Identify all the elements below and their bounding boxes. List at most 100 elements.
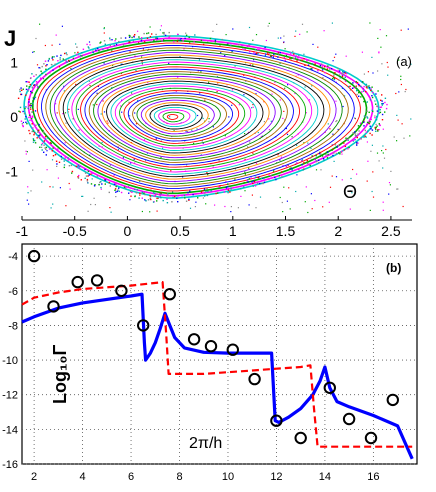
chaotic-point <box>234 168 237 170</box>
chaotic-point <box>170 170 172 172</box>
panel-a-x-tick-label: -0.5 <box>63 223 87 239</box>
chaotic-point <box>113 174 115 176</box>
chaotic-point <box>99 79 101 81</box>
boundary-point <box>31 111 33 113</box>
chaotic-point <box>297 74 299 76</box>
chaotic-point <box>27 186 29 188</box>
boundary-point <box>39 74 41 77</box>
boundary-point <box>30 105 32 107</box>
boundary-point <box>377 130 379 132</box>
boundary-point <box>254 53 257 55</box>
chaotic-point <box>381 63 383 65</box>
chaotic-point <box>310 147 312 149</box>
boundary-point <box>166 202 169 204</box>
chaotic-point <box>296 174 298 176</box>
orbit-curve <box>127 92 234 142</box>
boundary-point <box>284 59 286 61</box>
boundary-point <box>118 40 120 43</box>
boundary-point <box>141 191 143 193</box>
chaotic-point <box>244 173 246 175</box>
chaotic-point <box>202 142 204 144</box>
orbit-curve <box>162 111 185 123</box>
chaotic-point <box>277 154 279 156</box>
boundary-point <box>104 179 106 181</box>
boundary-point <box>109 44 111 47</box>
chaotic-point <box>283 35 285 37</box>
chaotic-point <box>285 54 288 56</box>
chaotic-point <box>107 48 109 50</box>
panel-b-ylabel: Log₁₀Γ <box>50 344 70 404</box>
boundary-point <box>143 192 145 194</box>
data-point-circle <box>364 431 378 445</box>
chaotic-point <box>202 197 204 199</box>
panel-b-rate-vs-inverse-h: 2 4 6 8 10 12 14 16 -4 -6 -8 -10 -12 -14 -16 Log₁₀Γ 2π… <box>2 243 418 483</box>
chaotic-point <box>400 83 402 86</box>
chaotic-point <box>206 172 208 174</box>
chaotic-point <box>185 32 187 34</box>
boundary-point <box>378 123 380 125</box>
boundary-point <box>189 190 191 192</box>
boundary-point <box>204 195 206 197</box>
boundary-point <box>44 60 47 62</box>
boundary-point <box>249 50 251 53</box>
boundary-point <box>187 192 189 194</box>
boundary-point <box>46 64 48 66</box>
boundary-point <box>99 42 101 44</box>
boundary-point <box>369 121 371 123</box>
boundary-point <box>146 32 148 35</box>
boundary-point <box>297 56 300 58</box>
boundary-point <box>331 149 333 151</box>
boundary-point <box>77 164 80 166</box>
chaotic-point <box>135 123 138 125</box>
boundary-point <box>143 32 145 35</box>
chaotic-point <box>69 188 71 190</box>
chaotic-point <box>349 89 351 91</box>
chaotic-point <box>81 195 83 197</box>
chaotic-point <box>137 99 139 101</box>
boundary-point <box>264 55 266 57</box>
boundary-point <box>75 165 78 168</box>
boundary-point <box>253 180 255 182</box>
boundary-point <box>92 51 94 53</box>
chaotic-point <box>303 142 305 144</box>
chaotic-point <box>315 169 318 171</box>
boundary-point <box>321 63 323 65</box>
boundary-point <box>136 189 138 191</box>
chaotic-point <box>169 116 171 118</box>
boundary-point <box>67 159 69 161</box>
boundary-point <box>21 89 23 91</box>
chaotic-point <box>201 140 203 142</box>
boundary-point <box>375 119 378 121</box>
chaotic-point <box>52 203 54 205</box>
panel-a-x-tick-label: 1.5 <box>276 223 296 239</box>
boundary-point <box>38 129 40 131</box>
chaotic-point <box>55 34 57 36</box>
chaotic-point <box>100 113 102 115</box>
data-point-circle <box>163 288 177 301</box>
panel-a-y-tick-label: -1 <box>6 163 19 179</box>
boundary-point <box>333 152 335 154</box>
boundary-point <box>283 57 285 59</box>
boundary-point <box>160 193 162 195</box>
chaotic-point <box>400 78 402 81</box>
chaotic-point <box>372 196 375 198</box>
boundary-point <box>153 195 156 197</box>
chaotic-point <box>395 92 397 95</box>
chaotic-point <box>160 25 162 27</box>
boundary-point <box>86 178 89 181</box>
boundary-point <box>351 87 354 89</box>
boundary-point <box>177 33 179 36</box>
boundary-point <box>376 125 378 127</box>
boundary-point <box>327 153 329 156</box>
chaotic-point <box>263 121 265 123</box>
orbit-curve <box>71 61 313 173</box>
chaotic-point <box>298 55 300 57</box>
boundary-point <box>356 141 358 144</box>
chaotic-point <box>377 70 379 72</box>
chaotic-point <box>312 43 314 45</box>
panel-b-tick-labels: 2 4 6 8 10 12 14 16 -4 -6 -8 -10 -12 -14 -16 <box>2 251 379 483</box>
boundary-point <box>33 134 35 136</box>
data-point-circle <box>342 412 356 426</box>
boundary-point <box>128 192 130 194</box>
chaotic-point <box>35 37 37 40</box>
